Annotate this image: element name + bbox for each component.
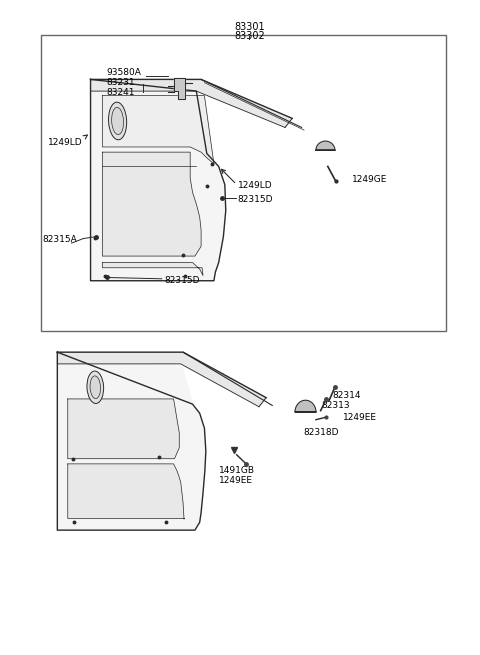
Polygon shape — [57, 352, 206, 530]
Polygon shape — [102, 152, 201, 256]
Polygon shape — [102, 263, 203, 276]
Text: 82318D: 82318D — [303, 428, 338, 437]
Polygon shape — [295, 400, 316, 412]
Polygon shape — [174, 78, 185, 99]
Text: 83301: 83301 — [234, 22, 265, 33]
Text: 82315D: 82315D — [164, 276, 200, 284]
Polygon shape — [57, 352, 266, 407]
Polygon shape — [91, 79, 226, 281]
Text: 1249EE: 1249EE — [343, 413, 377, 422]
Text: 82315A: 82315A — [42, 235, 77, 244]
Bar — [41, 35, 446, 331]
Text: 83302: 83302 — [234, 31, 265, 41]
Text: 83231: 83231 — [106, 78, 135, 87]
Text: 1491GB: 1491GB — [219, 466, 255, 475]
Text: 1249LD: 1249LD — [238, 181, 272, 191]
Polygon shape — [102, 96, 214, 164]
Ellipse shape — [90, 376, 100, 399]
Text: 1249LD: 1249LD — [48, 138, 83, 147]
Text: 1249EE: 1249EE — [219, 476, 253, 485]
Polygon shape — [91, 79, 292, 128]
Ellipse shape — [87, 371, 104, 403]
Ellipse shape — [108, 102, 127, 140]
Text: 93580A: 93580A — [106, 68, 141, 77]
Polygon shape — [68, 464, 184, 519]
Text: 83241: 83241 — [106, 88, 135, 97]
Polygon shape — [68, 399, 179, 458]
Text: 82313: 82313 — [322, 401, 350, 410]
Text: 82315D: 82315D — [238, 195, 273, 204]
Text: 1249GE: 1249GE — [351, 175, 387, 184]
Polygon shape — [316, 141, 335, 150]
Text: 82314: 82314 — [333, 391, 361, 400]
Ellipse shape — [112, 107, 123, 134]
